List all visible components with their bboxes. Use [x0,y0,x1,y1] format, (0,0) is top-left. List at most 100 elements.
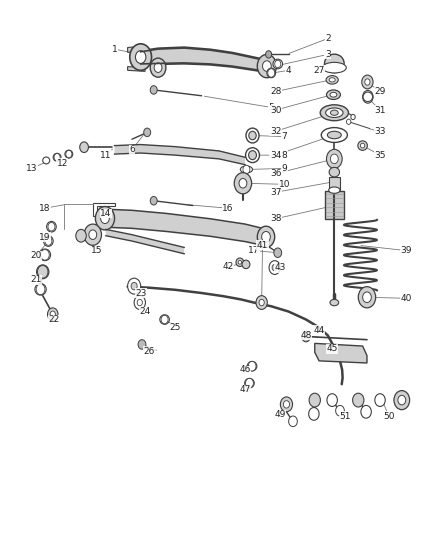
Ellipse shape [236,258,244,266]
Polygon shape [106,229,184,254]
Circle shape [268,69,275,77]
Text: 7: 7 [281,132,287,141]
Circle shape [330,154,338,164]
Text: 5: 5 [268,103,274,112]
Text: 3: 3 [325,50,331,59]
Text: 25: 25 [170,323,181,332]
Text: 33: 33 [374,127,386,136]
Ellipse shape [325,108,343,117]
Text: 48: 48 [300,331,312,340]
Text: 50: 50 [383,411,395,421]
Polygon shape [127,46,145,52]
Ellipse shape [238,261,242,264]
Text: 26: 26 [144,347,155,356]
Text: 14: 14 [100,209,112,218]
Circle shape [351,114,355,119]
Circle shape [302,331,311,342]
Text: 12: 12 [57,159,68,167]
Circle shape [234,173,252,194]
Circle shape [101,213,110,223]
Text: 18: 18 [39,204,51,213]
Ellipse shape [65,150,73,158]
Circle shape [336,406,344,416]
Text: 44: 44 [314,326,325,335]
Circle shape [246,378,253,388]
Text: 24: 24 [139,307,151,316]
Circle shape [137,300,142,306]
Polygon shape [315,343,367,363]
Ellipse shape [330,110,338,115]
Circle shape [150,58,166,77]
Circle shape [127,278,141,294]
Text: 51: 51 [339,411,351,421]
Text: 30: 30 [270,106,281,115]
Text: 22: 22 [48,315,59,324]
Text: 42: 42 [222,262,233,271]
Ellipse shape [249,131,256,140]
Circle shape [365,79,370,85]
Text: 47: 47 [240,385,251,394]
Circle shape [50,311,55,317]
Text: 37: 37 [270,188,281,197]
Polygon shape [141,48,267,71]
Circle shape [154,63,162,72]
Circle shape [261,231,270,242]
Ellipse shape [321,127,347,142]
Circle shape [45,237,52,245]
Text: 29: 29 [374,87,386,96]
Polygon shape [325,191,344,219]
Text: 15: 15 [92,246,103,255]
Ellipse shape [327,131,341,139]
Circle shape [398,395,406,405]
Ellipse shape [326,76,338,84]
Polygon shape [127,67,145,71]
Ellipse shape [358,141,367,150]
Circle shape [38,265,48,278]
Ellipse shape [35,284,46,295]
Ellipse shape [330,92,337,97]
Ellipse shape [326,90,340,100]
Text: 2: 2 [325,34,331,43]
Ellipse shape [328,187,340,193]
Circle shape [262,61,271,71]
Text: 13: 13 [26,164,38,173]
Circle shape [265,51,272,58]
Text: 27: 27 [314,66,325,75]
Circle shape [48,222,55,231]
Text: 10: 10 [279,180,290,189]
Circle shape [353,393,364,407]
Text: 23: 23 [135,288,146,297]
Circle shape [138,340,146,349]
Polygon shape [115,144,245,165]
Ellipse shape [39,249,50,261]
Circle shape [269,261,280,274]
Text: 28: 28 [270,87,281,96]
Circle shape [375,394,385,407]
Circle shape [134,296,145,310]
Text: 36: 36 [270,169,281,178]
Circle shape [36,284,45,295]
Circle shape [131,282,137,290]
Text: 9: 9 [281,164,287,173]
Ellipse shape [273,59,283,69]
Ellipse shape [360,143,365,148]
Circle shape [239,179,247,188]
Text: 35: 35 [374,151,386,160]
Text: 38: 38 [270,214,281,223]
Circle shape [76,229,86,242]
Circle shape [135,51,146,63]
Circle shape [257,226,275,247]
Circle shape [161,316,168,324]
Ellipse shape [242,260,250,269]
Circle shape [257,54,276,78]
Circle shape [248,361,256,371]
Circle shape [326,149,342,168]
Circle shape [150,197,157,205]
Ellipse shape [249,151,256,160]
Polygon shape [106,209,262,245]
Ellipse shape [329,78,335,82]
Circle shape [394,391,410,410]
Circle shape [280,397,293,412]
Ellipse shape [322,62,346,73]
Ellipse shape [160,315,170,324]
